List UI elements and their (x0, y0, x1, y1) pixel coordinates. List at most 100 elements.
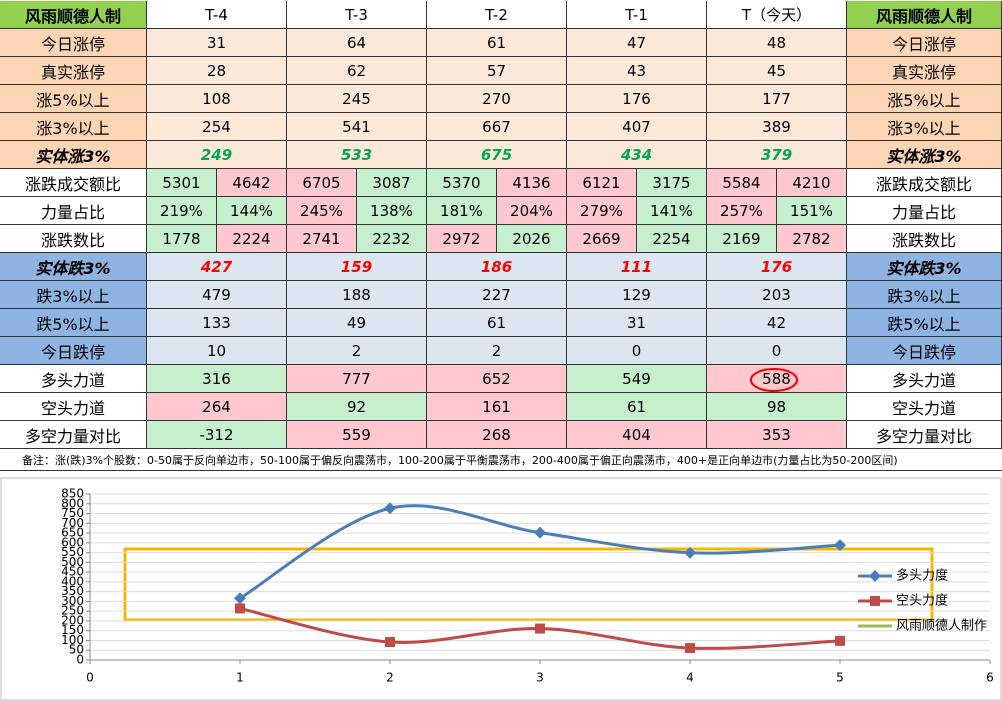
value-cell: 652 (427, 365, 567, 393)
y-tick-label: 100 (61, 633, 84, 647)
point (384, 502, 396, 515)
value-cell: 479 (147, 281, 287, 309)
legend-marker (869, 570, 881, 582)
value-cell: 49 (287, 309, 427, 337)
note: 备注：涨(跌)3%个股数：0-50属于反向单边市，50-100属于偏反向震荡市，… (0, 449, 1002, 471)
x-tick-label: 1 (236, 671, 244, 685)
x-tick-label: 4 (686, 671, 694, 685)
y-tick-label: 150 (61, 623, 84, 637)
y-tick-label: 450 (61, 565, 84, 579)
row-label: 涨跌数比 (0, 225, 147, 253)
row-label: 涨跌成交额比 (0, 169, 147, 197)
value-cell: 10 (147, 337, 287, 365)
pair-cell: 141% (637, 197, 707, 225)
row-label: 多头力道 (0, 365, 147, 393)
x-tick-label: 0 (86, 671, 94, 685)
value-cell: 427 (147, 253, 287, 281)
pair-cell: 1778 (147, 225, 217, 253)
row-label: 涨3%以上 (0, 113, 147, 141)
pair-cell: 245% (287, 197, 357, 225)
highlight-box (123, 547, 934, 622)
y-tick-label: 500 (61, 555, 84, 569)
y-tick-label: 250 (61, 604, 84, 618)
value-cell: 777 (287, 365, 427, 393)
value-cell: 61 (427, 309, 567, 337)
header-cell: 风雨顺德人制 (0, 1, 147, 29)
pair-cell: 4210 (777, 169, 847, 197)
pair-cell: 2232 (357, 225, 427, 253)
header-cell: T-1 (567, 1, 707, 29)
row-label: 实体跌3% (0, 253, 147, 281)
header-cell: T-3 (287, 1, 427, 29)
header-cell: 风雨顺德人制 (847, 1, 1002, 29)
y-tick-label: 300 (61, 594, 84, 608)
pair-cell: 2026 (497, 225, 567, 253)
value-cell: 48 (707, 29, 847, 57)
row-label: 涨3%以上 (847, 113, 1002, 141)
y-tick-label: 650 (61, 526, 84, 540)
value-cell: 186 (427, 253, 567, 281)
y-tick-label: 700 (61, 516, 84, 530)
value-cell: 559 (287, 421, 427, 449)
pair-cell: 219% (147, 197, 217, 225)
row-label: 今日跌停 (0, 337, 147, 365)
pair-cell: 4136 (497, 169, 567, 197)
value-cell: 0 (707, 337, 847, 365)
row-label: 跌5%以上 (847, 309, 1002, 337)
x-tick-label: 5 (836, 671, 844, 685)
pair-cell: 2669 (567, 225, 637, 253)
point (235, 603, 245, 614)
value-cell: 111 (567, 253, 707, 281)
pair-cell: 2782 (777, 225, 847, 253)
point (835, 635, 845, 646)
point (234, 592, 246, 605)
pair-cell: 257% (707, 197, 777, 225)
header-cell: T-4 (147, 1, 287, 29)
value-cell: 98 (707, 393, 847, 421)
y-tick-label: 550 (61, 545, 84, 559)
header-cell: T（今天） (707, 1, 847, 29)
chart: 0501001502002503003504004505005506006507… (0, 477, 1002, 701)
pair-cell: 2972 (427, 225, 497, 253)
value-cell: 2 (287, 337, 427, 365)
highlight-circle (750, 368, 798, 392)
y-tick-label: 600 (61, 535, 84, 549)
value-cell: 249 (147, 141, 287, 169)
legend-label: 多头力度 (896, 568, 948, 584)
y-tick-label: 200 (61, 613, 84, 627)
row-label: 空头力道 (847, 393, 1002, 421)
row-label: 真实涨停 (847, 57, 1002, 85)
value-cell: 28 (147, 57, 287, 85)
value-cell: -312 (147, 421, 287, 449)
value-cell: 177 (707, 85, 847, 113)
value-cell: 31 (567, 309, 707, 337)
value-cell: 254 (147, 113, 287, 141)
pair-cell: 2169 (707, 225, 777, 253)
value-cell: 61 (567, 393, 707, 421)
value-cell: 541 (287, 113, 427, 141)
value-cell: 64 (287, 29, 427, 57)
row-label: 今日涨停 (0, 29, 147, 57)
row-label: 涨跌数比 (847, 225, 1002, 253)
value-cell: 57 (427, 57, 567, 85)
value-cell: 268 (427, 421, 567, 449)
x-tick-label: 3 (536, 671, 544, 685)
value-cell: 675 (427, 141, 567, 169)
row-label: 跌5%以上 (0, 309, 147, 337)
pair-cell: 5584 (707, 169, 777, 197)
row-label: 多空力量对比 (847, 421, 1002, 449)
value-cell: 45 (707, 57, 847, 85)
value-cell: 379 (707, 141, 847, 169)
row-label: 多头力道 (847, 365, 1002, 393)
pair-cell: 2254 (637, 225, 707, 253)
header-cell: T-2 (427, 1, 567, 29)
value-cell: 389 (707, 113, 847, 141)
y-tick-label: 400 (61, 574, 84, 588)
value-cell: 159 (287, 253, 427, 281)
pair-cell: 2741 (287, 225, 357, 253)
highlight-circle-layer (750, 368, 798, 392)
y-tick-label: 0 (76, 653, 84, 667)
point (385, 637, 395, 648)
value-cell: 129 (567, 281, 707, 309)
